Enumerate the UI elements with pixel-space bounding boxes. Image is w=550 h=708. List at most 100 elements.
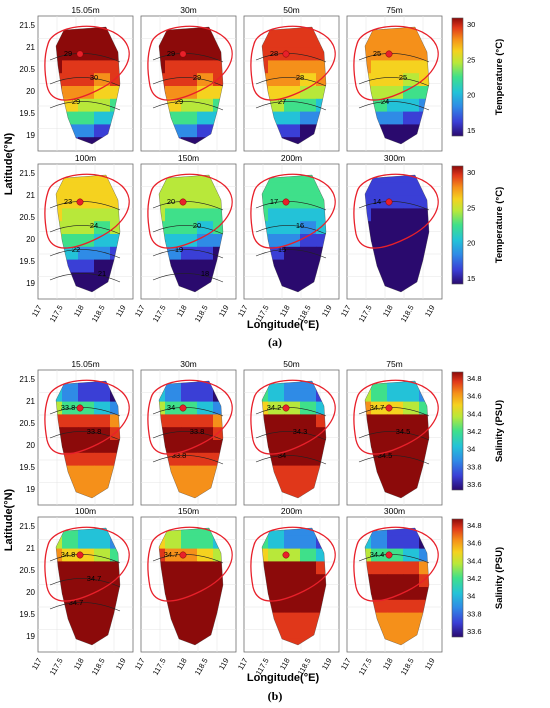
contour-label: 30 xyxy=(90,73,98,82)
field-cell xyxy=(56,34,63,49)
field-cell xyxy=(78,491,95,498)
field-cell xyxy=(284,34,301,49)
field-cell xyxy=(387,535,404,550)
field-cell xyxy=(94,381,111,390)
map-field xyxy=(262,528,326,645)
field-cell xyxy=(316,452,326,467)
depth-title: 75m xyxy=(386,5,403,15)
xtick-label: 118 xyxy=(381,657,395,672)
field-cell xyxy=(268,440,285,454)
field-cell xyxy=(371,414,388,428)
field-cell xyxy=(403,465,420,479)
map-outline xyxy=(364,26,430,145)
field-cell xyxy=(78,381,95,390)
field-cell xyxy=(262,561,269,575)
field-cell xyxy=(181,111,198,125)
field-cell xyxy=(403,599,420,614)
xtick-label: 118 xyxy=(278,657,292,672)
map-outline xyxy=(55,26,121,145)
field-cell xyxy=(165,574,182,588)
field-cell xyxy=(371,440,388,454)
map-outline xyxy=(261,380,327,499)
field-cell xyxy=(387,195,404,209)
xtick-label: 119 xyxy=(423,304,437,319)
field-cell xyxy=(110,60,120,74)
field-cell xyxy=(78,535,95,550)
field-cell xyxy=(62,414,79,428)
field-cell xyxy=(365,548,372,562)
field-cell xyxy=(62,27,79,36)
field-cell xyxy=(284,478,301,492)
field-cell xyxy=(300,175,317,184)
field-cell xyxy=(268,34,285,49)
field-cell xyxy=(94,599,111,614)
field-cell xyxy=(403,208,420,222)
contour-line xyxy=(49,602,121,612)
xtick-label: 118 xyxy=(72,304,86,319)
field-cell xyxy=(268,414,285,428)
field-cell xyxy=(284,401,301,415)
field-cell xyxy=(316,47,326,61)
contour-line xyxy=(358,201,430,211)
field-cell xyxy=(78,124,95,138)
field-cell xyxy=(181,221,198,235)
field-cell xyxy=(284,452,301,467)
study-area-boundary xyxy=(250,25,336,101)
field-cell xyxy=(94,60,111,74)
field-cell xyxy=(300,124,317,138)
field-cell xyxy=(365,60,372,74)
field-cell xyxy=(56,182,63,197)
field-cell xyxy=(284,272,301,286)
study-area-boundary xyxy=(44,379,130,455)
field-cell xyxy=(403,625,420,639)
field-cell xyxy=(213,599,223,614)
field-cell xyxy=(300,60,317,74)
xtick-label: 117 xyxy=(30,657,44,672)
contour-line xyxy=(152,554,224,564)
field-cell xyxy=(110,401,120,415)
field-cell xyxy=(110,98,120,113)
field-cell xyxy=(181,528,198,537)
field-cell xyxy=(419,234,429,248)
field-cell xyxy=(181,208,198,222)
field-cell xyxy=(94,34,111,49)
field-cell xyxy=(284,440,301,454)
field-cell xyxy=(300,599,317,614)
field-cell xyxy=(94,47,111,61)
field-cell xyxy=(56,548,63,562)
colorbar: 30 25 20 15 Temperature (°C) xyxy=(451,17,505,137)
field-cell xyxy=(284,612,301,626)
field-cell xyxy=(110,440,120,454)
field-cell xyxy=(181,272,198,286)
field-cell xyxy=(419,208,429,222)
field-cell xyxy=(403,414,420,428)
field-cell xyxy=(197,175,214,184)
contour-label: 34.7 xyxy=(87,574,102,583)
field-cell xyxy=(365,414,372,428)
field-cell xyxy=(387,401,404,415)
field-cell xyxy=(262,182,269,197)
ytick-label: 19.5 xyxy=(19,463,35,472)
field-cell xyxy=(165,440,182,454)
field-cell xyxy=(94,561,111,575)
contour-label: 29 xyxy=(175,97,183,106)
field-cell xyxy=(387,561,404,575)
study-area-boundary xyxy=(250,379,336,455)
field-cell xyxy=(165,427,182,441)
subplot-panel_b-0: 33.8 33.8 15.05m 21.5 21 20.5 20 19.5 19 xyxy=(19,359,134,506)
field-cell xyxy=(284,528,301,537)
field-cell xyxy=(403,47,420,61)
field-cell xyxy=(284,246,301,261)
field-cell xyxy=(165,60,182,74)
field-cell xyxy=(268,427,285,441)
field-cell xyxy=(300,625,317,639)
field-cell xyxy=(165,414,182,428)
contour-line xyxy=(49,578,121,588)
field-cell xyxy=(213,440,223,454)
field-cell xyxy=(94,401,111,415)
field-cell xyxy=(213,47,223,61)
field-cell xyxy=(181,465,198,479)
xtick-label: 119 xyxy=(320,657,334,672)
colorbar-tick: 33.6 xyxy=(467,480,482,489)
